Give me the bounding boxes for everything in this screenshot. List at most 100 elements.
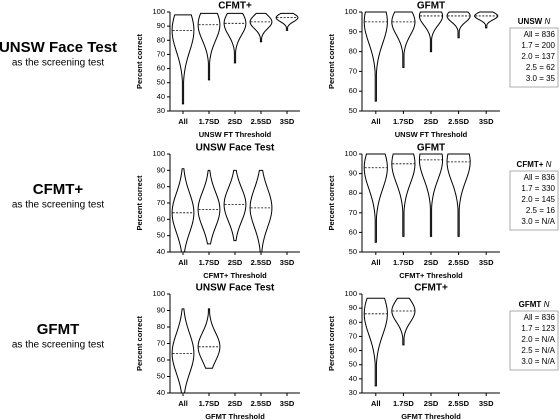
x-tick-label: 2SD <box>228 117 243 126</box>
n-header: CFMT+ N <box>517 160 552 169</box>
y-tick-label: 100 <box>152 149 165 158</box>
y-tick-label: 50 <box>157 78 165 87</box>
x-tick-label: All <box>371 399 381 408</box>
x-tick-label: All <box>178 399 188 408</box>
x-tick-label: 2.5SD <box>251 117 272 126</box>
y-tick-label: 90 <box>349 169 357 178</box>
x-tick-label: All <box>371 117 381 126</box>
y-axis-title: Percent correct <box>135 33 144 89</box>
y-tick-label: 90 <box>349 303 357 312</box>
y-tick-label: 40 <box>157 388 165 397</box>
x-tick-label: 1.7SD <box>199 258 220 267</box>
x-axis-title: GFMT Threshold <box>401 412 461 420</box>
x-tick-label: 1.7SD <box>393 399 414 408</box>
y-tick-label: 60 <box>349 227 357 236</box>
y-tick-label: 80 <box>157 182 165 191</box>
n-symbol: N <box>544 300 550 309</box>
violin <box>474 11 499 29</box>
y-tick-label: 100 <box>152 289 165 298</box>
x-tick-label: 1.7SD <box>393 258 414 267</box>
violin <box>391 153 416 237</box>
x-axis-title: GFMT Threshold <box>205 412 265 420</box>
y-tick-label: 50 <box>349 106 357 115</box>
y-tick-label: 90 <box>157 165 165 174</box>
y-tick-label: 100 <box>344 289 357 298</box>
violin <box>363 297 388 387</box>
chart-title: GFMT <box>417 1 445 12</box>
y-tick-label: 50 <box>157 231 165 240</box>
chart-title: CFMT+ <box>218 1 252 12</box>
n-header-name: UNSW <box>518 17 543 26</box>
n-item: 1.7 = 330 <box>521 184 555 193</box>
x-tick-label: 1.7SD <box>199 117 220 126</box>
y-tick-label: 80 <box>157 35 165 44</box>
violin <box>363 11 388 102</box>
n-item: 3.0 = 35 <box>526 74 556 83</box>
y-tick-label: 70 <box>349 208 357 217</box>
x-tick-label: 3SD <box>280 399 295 408</box>
x-tick-label: 2.5SD <box>251 399 272 408</box>
violin <box>249 169 273 253</box>
n-item: 1.7 = 200 <box>521 41 555 50</box>
y-tick-label: 60 <box>157 64 165 73</box>
violin <box>418 11 444 53</box>
n-item: 2.5 = 16 <box>526 206 556 215</box>
violin <box>197 308 221 369</box>
n-symbol: N <box>546 160 552 169</box>
y-tick-label: 100 <box>344 7 357 16</box>
x-axis-title: UNSW FT Threshold <box>199 130 272 139</box>
n-header: UNSW N <box>518 17 551 26</box>
y-tick-label: 60 <box>349 86 357 95</box>
x-tick-label: 3SD <box>479 117 494 126</box>
n-item: 2.0 = 145 <box>521 195 555 204</box>
n-item: All = 836 <box>524 30 556 39</box>
y-tick-label: 30 <box>157 106 165 115</box>
x-tick-label: All <box>371 258 381 267</box>
row-title: CFMT+ <box>33 181 84 198</box>
x-tick-label: 2.5SD <box>448 117 469 126</box>
y-tick-label: 90 <box>349 27 357 36</box>
violin <box>171 14 195 105</box>
y-tick-label: 40 <box>349 374 357 383</box>
y-axis-title: Percent correct <box>327 175 336 231</box>
x-tick-label: 3SD <box>479 399 494 408</box>
n-header-name: GFMT <box>519 300 542 309</box>
y-tick-label: 40 <box>157 247 165 256</box>
violin <box>275 12 299 31</box>
y-axis-title: Percent correct <box>135 315 144 371</box>
n-box <box>509 170 559 231</box>
x-tick-label: 3SD <box>479 258 494 267</box>
n-item: 2.5 = 62 <box>526 63 556 72</box>
x-tick-label: 1.7SD <box>199 399 220 408</box>
x-tick-label: 2SD <box>424 117 439 126</box>
y-tick-label: 90 <box>157 21 165 30</box>
y-axis-title: Percent correct <box>327 315 336 371</box>
y-tick-label: 50 <box>349 247 357 256</box>
row-title: UNSW Face Test <box>0 39 117 56</box>
y-tick-label: 40 <box>157 92 165 101</box>
y-tick-label: 80 <box>157 322 165 331</box>
n-box <box>509 27 559 88</box>
y-tick-label: 100 <box>344 149 357 158</box>
x-tick-label: 2SD <box>228 399 243 408</box>
x-axis-title: CFMT+ Threshold <box>399 271 463 280</box>
violin <box>363 153 388 243</box>
violin <box>418 153 444 237</box>
y-tick-label: 70 <box>157 338 165 347</box>
chart-title: UNSW Face Test <box>196 143 275 154</box>
x-axis-title: UNSW FT Threshold <box>395 130 468 139</box>
violin <box>197 12 221 81</box>
n-item: 2.0 = 137 <box>521 52 555 61</box>
violin <box>446 11 471 39</box>
y-axis-title: Percent correct <box>327 33 336 89</box>
n-item: 2.5 = N/A <box>521 346 555 355</box>
violin <box>171 308 195 394</box>
x-tick-label: 2SD <box>228 258 243 267</box>
x-tick-label: 2.5SD <box>448 399 469 408</box>
x-tick-label: All <box>178 117 188 126</box>
chart-title: UNSW Face Test <box>196 283 275 294</box>
y-tick-label: 80 <box>349 188 357 197</box>
y-tick-label: 50 <box>349 360 357 369</box>
y-tick-label: 50 <box>157 371 165 380</box>
